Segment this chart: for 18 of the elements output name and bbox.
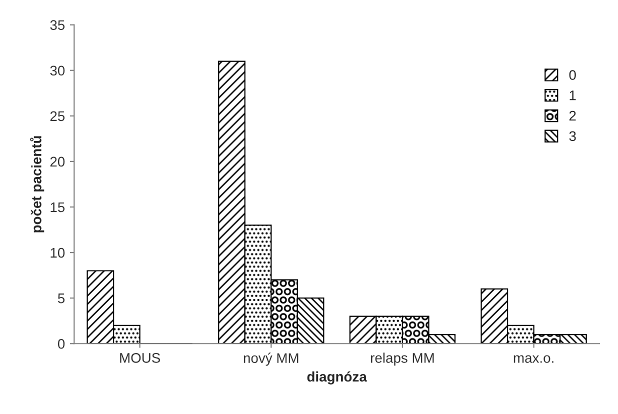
x-tick-label: max.o. (514, 355, 554, 363)
y-tick-label: 20 (50, 156, 65, 167)
x-tick-label: MOUS (120, 353, 160, 363)
legend-label: 1 (570, 90, 576, 100)
y-axis-title: počet pacientů (30, 136, 44, 232)
y-tick-label: 30 (50, 66, 65, 76)
legend-label: 0 (569, 70, 576, 80)
y-tick-label: 5 (58, 294, 65, 304)
y-tick-label: 15 (50, 202, 65, 212)
x-axis-title: diagnóza (307, 371, 367, 384)
y-tick-label: 10 (50, 248, 65, 258)
y-tick-label: 35 (50, 20, 65, 30)
legend-label: 2 (569, 110, 576, 121)
legend-label: 3 (569, 131, 576, 142)
x-tick-label: relaps MM (370, 352, 434, 366)
x-tick-label: nový MM (244, 352, 298, 366)
y-tick-label: 0 (58, 338, 65, 349)
y-tick-label: 25 (50, 111, 65, 122)
